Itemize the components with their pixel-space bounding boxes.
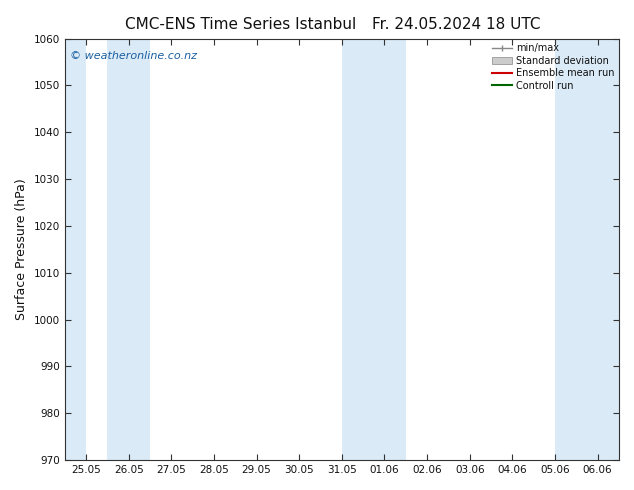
- Legend: min/max, Standard deviation, Ensemble mean run, Controll run: min/max, Standard deviation, Ensemble me…: [490, 42, 616, 93]
- Y-axis label: Surface Pressure (hPa): Surface Pressure (hPa): [15, 178, 28, 320]
- Bar: [555, 39, 619, 460]
- Text: © weatheronline.co.nz: © weatheronline.co.nz: [70, 51, 197, 61]
- Text: Fr. 24.05.2024 18 UTC: Fr. 24.05.2024 18 UTC: [372, 17, 541, 32]
- Bar: [384, 39, 406, 460]
- Bar: [107, 39, 150, 460]
- Bar: [342, 39, 384, 460]
- Text: CMC-ENS Time Series Istanbul: CMC-ENS Time Series Istanbul: [126, 17, 356, 32]
- Bar: [65, 39, 86, 460]
